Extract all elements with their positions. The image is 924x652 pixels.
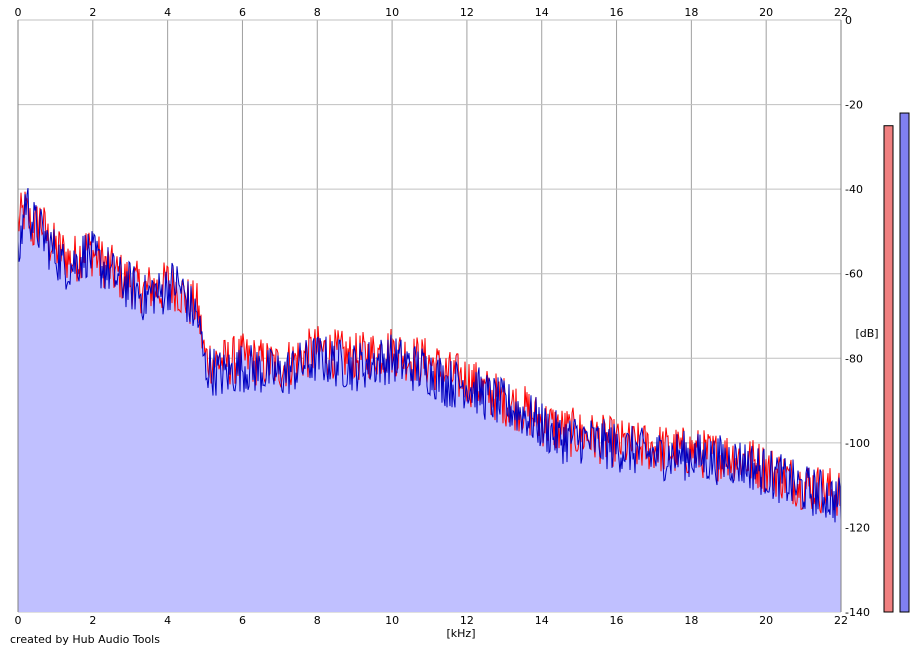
x-tick-labels-bottom: 0 2 4 6 8 10 12 14 16 18 20 22 <box>15 614 849 627</box>
x-tick-label-bottom-7: 14 <box>535 614 549 627</box>
x-tick-label-top-7: 14 <box>535 6 549 19</box>
spectrum-fill-area <box>18 188 841 612</box>
x-tick-label-bottom-9: 18 <box>684 614 698 627</box>
x-tick-label-top-6: 12 <box>460 6 474 19</box>
x-tick-label-top-10: 20 <box>759 6 773 19</box>
y-tick-label-7: -140 <box>845 606 870 619</box>
x-tick-label-bottom-4: 8 <box>314 614 321 627</box>
level-meter-1 <box>899 112 910 613</box>
y-tick-label-1: -20 <box>845 99 863 112</box>
x-tick-label-top-3: 6 <box>239 6 246 19</box>
x-tick-label-bottom-3: 6 <box>239 614 246 627</box>
series-blue-line <box>17 188 842 523</box>
x-tick-label-bottom-11: 22 <box>834 614 848 627</box>
y-tick-label-0: 0 <box>845 14 852 27</box>
y-tick-label-6: -120 <box>845 521 870 534</box>
y-tick-label-2: -40 <box>845 183 863 196</box>
y-axis-label: [dB] <box>855 327 878 340</box>
x-tick-label-bottom-0: 0 <box>15 614 22 627</box>
x-tick-label-top-2: 4 <box>164 6 171 19</box>
x-tick-label-bottom-5: 10 <box>385 614 399 627</box>
credit-text: created by Hub Audio Tools <box>10 633 160 646</box>
x-tick-label-bottom-8: 16 <box>610 614 624 627</box>
x-tick-label-top-0: 0 <box>15 6 22 19</box>
x-tick-label-bottom-10: 20 <box>759 614 773 627</box>
y-tick-labels: 0 -20 -40 -60 -80 -100 -120 -140 <box>845 14 870 619</box>
x-tick-label-top-5: 10 <box>385 6 399 19</box>
x-tick-label-bottom-2: 4 <box>164 614 171 627</box>
x-tick-label-top-11: 22 <box>834 6 848 19</box>
x-tick-label-top-8: 16 <box>610 6 624 19</box>
y-tick-label-4: -80 <box>845 352 863 365</box>
level-meter-0 <box>883 125 894 613</box>
x-tick-label-bottom-6: 12 <box>460 614 474 627</box>
x-tick-labels-top: 0 2 4 6 8 10 12 14 16 18 20 22 <box>15 6 849 19</box>
x-tick-label-top-1: 2 <box>89 6 96 19</box>
x-tick-label-top-4: 8 <box>314 6 321 19</box>
x-tick-label-bottom-1: 2 <box>89 614 96 627</box>
y-tick-label-3: -60 <box>845 268 863 281</box>
level-meters <box>883 112 910 613</box>
x-tick-label-top-9: 18 <box>684 6 698 19</box>
x-axis-label: [kHz] <box>447 627 476 640</box>
y-tick-label-5: -100 <box>845 437 870 450</box>
